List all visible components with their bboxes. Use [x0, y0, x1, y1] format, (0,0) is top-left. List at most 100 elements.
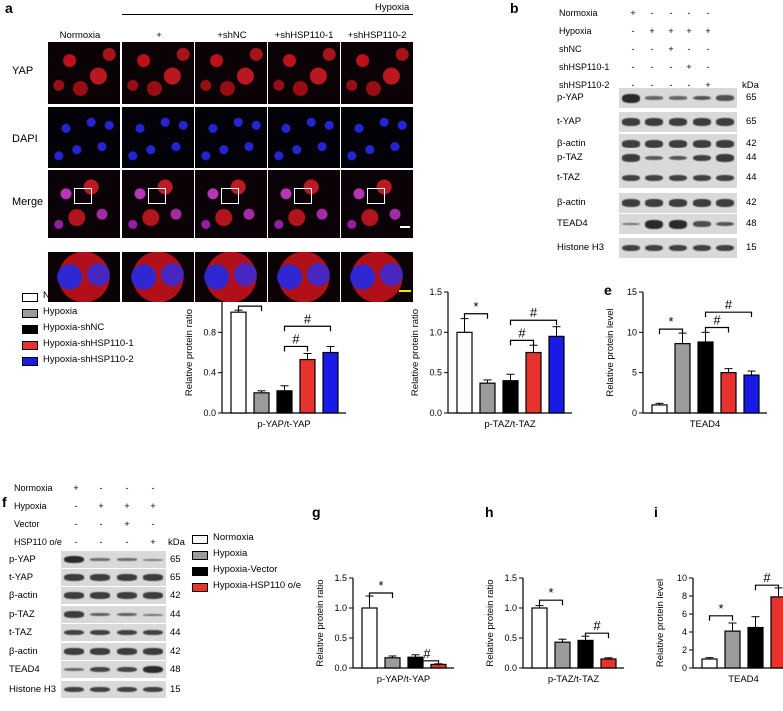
b-band-8-5	[716, 244, 735, 252]
b-band-2-5	[716, 118, 735, 126]
b-cond-sign-2-3: +	[668, 26, 674, 36]
d-bar-1	[456, 331, 473, 414]
b-cond-sign-2-2: +	[649, 26, 655, 36]
f-blot-kda-7: 48	[170, 663, 181, 675]
micrograph-zoom-1	[48, 252, 120, 302]
c-sig-bracket-3	[283, 325, 332, 332]
b-band-8-2	[645, 244, 664, 252]
legend-top-swatch-3	[22, 325, 38, 334]
b-blot-kda-1: 65	[746, 92, 757, 103]
micrograph-zoom-4	[268, 252, 340, 302]
f-band-2-4	[142, 574, 163, 581]
c-bar-1	[230, 311, 247, 414]
b-cond-sign-4-5: -	[706, 62, 710, 72]
f-cond-label-2: Hypoxia	[14, 501, 47, 511]
f-band-3-2	[90, 592, 111, 599]
e-ytick-label-4: 15	[627, 287, 637, 297]
b-blot-kda-7: 48	[746, 218, 757, 229]
micrograph-merge-1	[48, 170, 120, 238]
micrograph-merge-2	[122, 170, 194, 238]
b-band-2-2	[645, 118, 664, 126]
f-band-8-4	[142, 686, 163, 693]
h-bar-1	[531, 607, 548, 669]
g-ytick-label-1: 0.0	[334, 663, 347, 673]
i-ytick-label-6: 10	[677, 573, 687, 583]
scale-bar-white	[400, 226, 410, 228]
f-band-3-3	[116, 592, 137, 599]
micrograph-blue-1	[48, 107, 120, 168]
b-cond-sign-5-3: -	[669, 80, 673, 90]
b-band-2-1	[621, 118, 640, 126]
legend-top-swatch-1	[22, 293, 38, 302]
c-ytick-label-1: 0.0	[203, 408, 216, 418]
e-sig-label-3: #	[725, 297, 733, 312]
b-cond-sign-4-3: -	[669, 62, 673, 72]
d-ytick-label-1: 0.0	[429, 408, 442, 418]
row-label-merge: Merge	[12, 196, 44, 208]
h-bar-4	[600, 658, 617, 669]
micrograph-blue-2	[122, 107, 194, 168]
e-sig-bracket-3	[704, 311, 753, 318]
b-cond-sign-2-4: +	[686, 26, 692, 36]
b-blot-label-5: t-TAZ	[557, 172, 581, 183]
legend-top-label-5: Hypoxia-shHSP110-2	[43, 354, 134, 365]
b-band-8-3	[669, 244, 687, 252]
h-ytick-label-2: 0.5	[504, 633, 517, 643]
b-band-3-2	[645, 140, 664, 148]
c-sig-label-3: #	[304, 311, 312, 326]
legend-bottom-swatch-2	[192, 551, 208, 560]
column-label-2: +	[156, 30, 162, 41]
h-ytick-label-1: 0.0	[504, 663, 517, 673]
f-cond-sign-1-1: +	[73, 483, 79, 493]
h-sig-label-1: *	[548, 585, 553, 600]
legend-top-label-3: Hypoxia-shNC	[43, 322, 105, 333]
e-xlabel: TEAD4	[690, 419, 721, 430]
b-blot-label-7: TEAD4	[557, 218, 588, 229]
g-bar-2	[384, 657, 401, 669]
f-blot-label-5: t-TAZ	[9, 626, 33, 638]
f-cond-sign-4-2: -	[99, 537, 103, 547]
legend-top-swatch-2	[22, 309, 38, 318]
b-blot-kda-3: 42	[746, 138, 757, 149]
d-ytick-label-4: 1.5	[429, 287, 442, 297]
d-sig-bracket-1	[463, 313, 489, 319]
legend-top-swatch-4	[22, 341, 38, 350]
g-ytick-label-3: 1.0	[334, 603, 347, 613]
e-ylabel: Relative protein level	[605, 308, 616, 396]
e-sig-bracket-1	[658, 328, 684, 335]
f-band-2-2	[90, 574, 111, 581]
b-band-5-2	[645, 174, 664, 182]
i-sig-label-2: #	[763, 570, 771, 585]
b-band-5-3	[669, 174, 687, 182]
f-blot-kda-5: 44	[170, 626, 181, 638]
h-ytick-label-3: 1.0	[504, 603, 517, 613]
g-sig-bracket-1	[368, 592, 394, 598]
row-label-dapi: DAPI	[12, 133, 38, 145]
panel-a-label: a	[5, 0, 13, 16]
kda-label-b: kDa	[742, 80, 759, 91]
f-cond-sign-3-1: -	[74, 519, 78, 529]
b-cond-label-2: Hypoxia	[559, 26, 592, 36]
micrograph-red-1	[48, 42, 120, 104]
c-ytick-label-2: 0.4	[203, 368, 216, 378]
f-blot-label-2: t-YAP	[9, 571, 34, 583]
b-band-1-4	[692, 95, 711, 101]
b-cond-label-3: shNC	[559, 44, 582, 54]
f-blot-label-6: β-actin	[9, 645, 38, 657]
c-sig-bracket-2	[283, 345, 309, 352]
b-cond-sign-3-1: -	[631, 44, 635, 54]
b-blot-kda-8: 15	[746, 242, 757, 253]
b-cond-sign-1-5: -	[706, 8, 710, 18]
g-bar-1	[361, 607, 378, 669]
e-bar-5	[743, 374, 760, 414]
i-bar-1	[701, 658, 718, 669]
d-ytick-label-3: 1.0	[429, 327, 442, 337]
f-cond-label-3: Vector	[14, 519, 40, 529]
d-ytick-label-2: 0.5	[429, 368, 442, 378]
f-band-1-1	[64, 555, 85, 564]
legend-top-swatch-5	[22, 357, 38, 366]
b-cond-label-5: shHSP110-2	[559, 80, 610, 90]
row-label-yap: YAP	[12, 65, 34, 77]
b-band-8-1	[621, 244, 640, 252]
b-band-4-3	[669, 155, 687, 161]
